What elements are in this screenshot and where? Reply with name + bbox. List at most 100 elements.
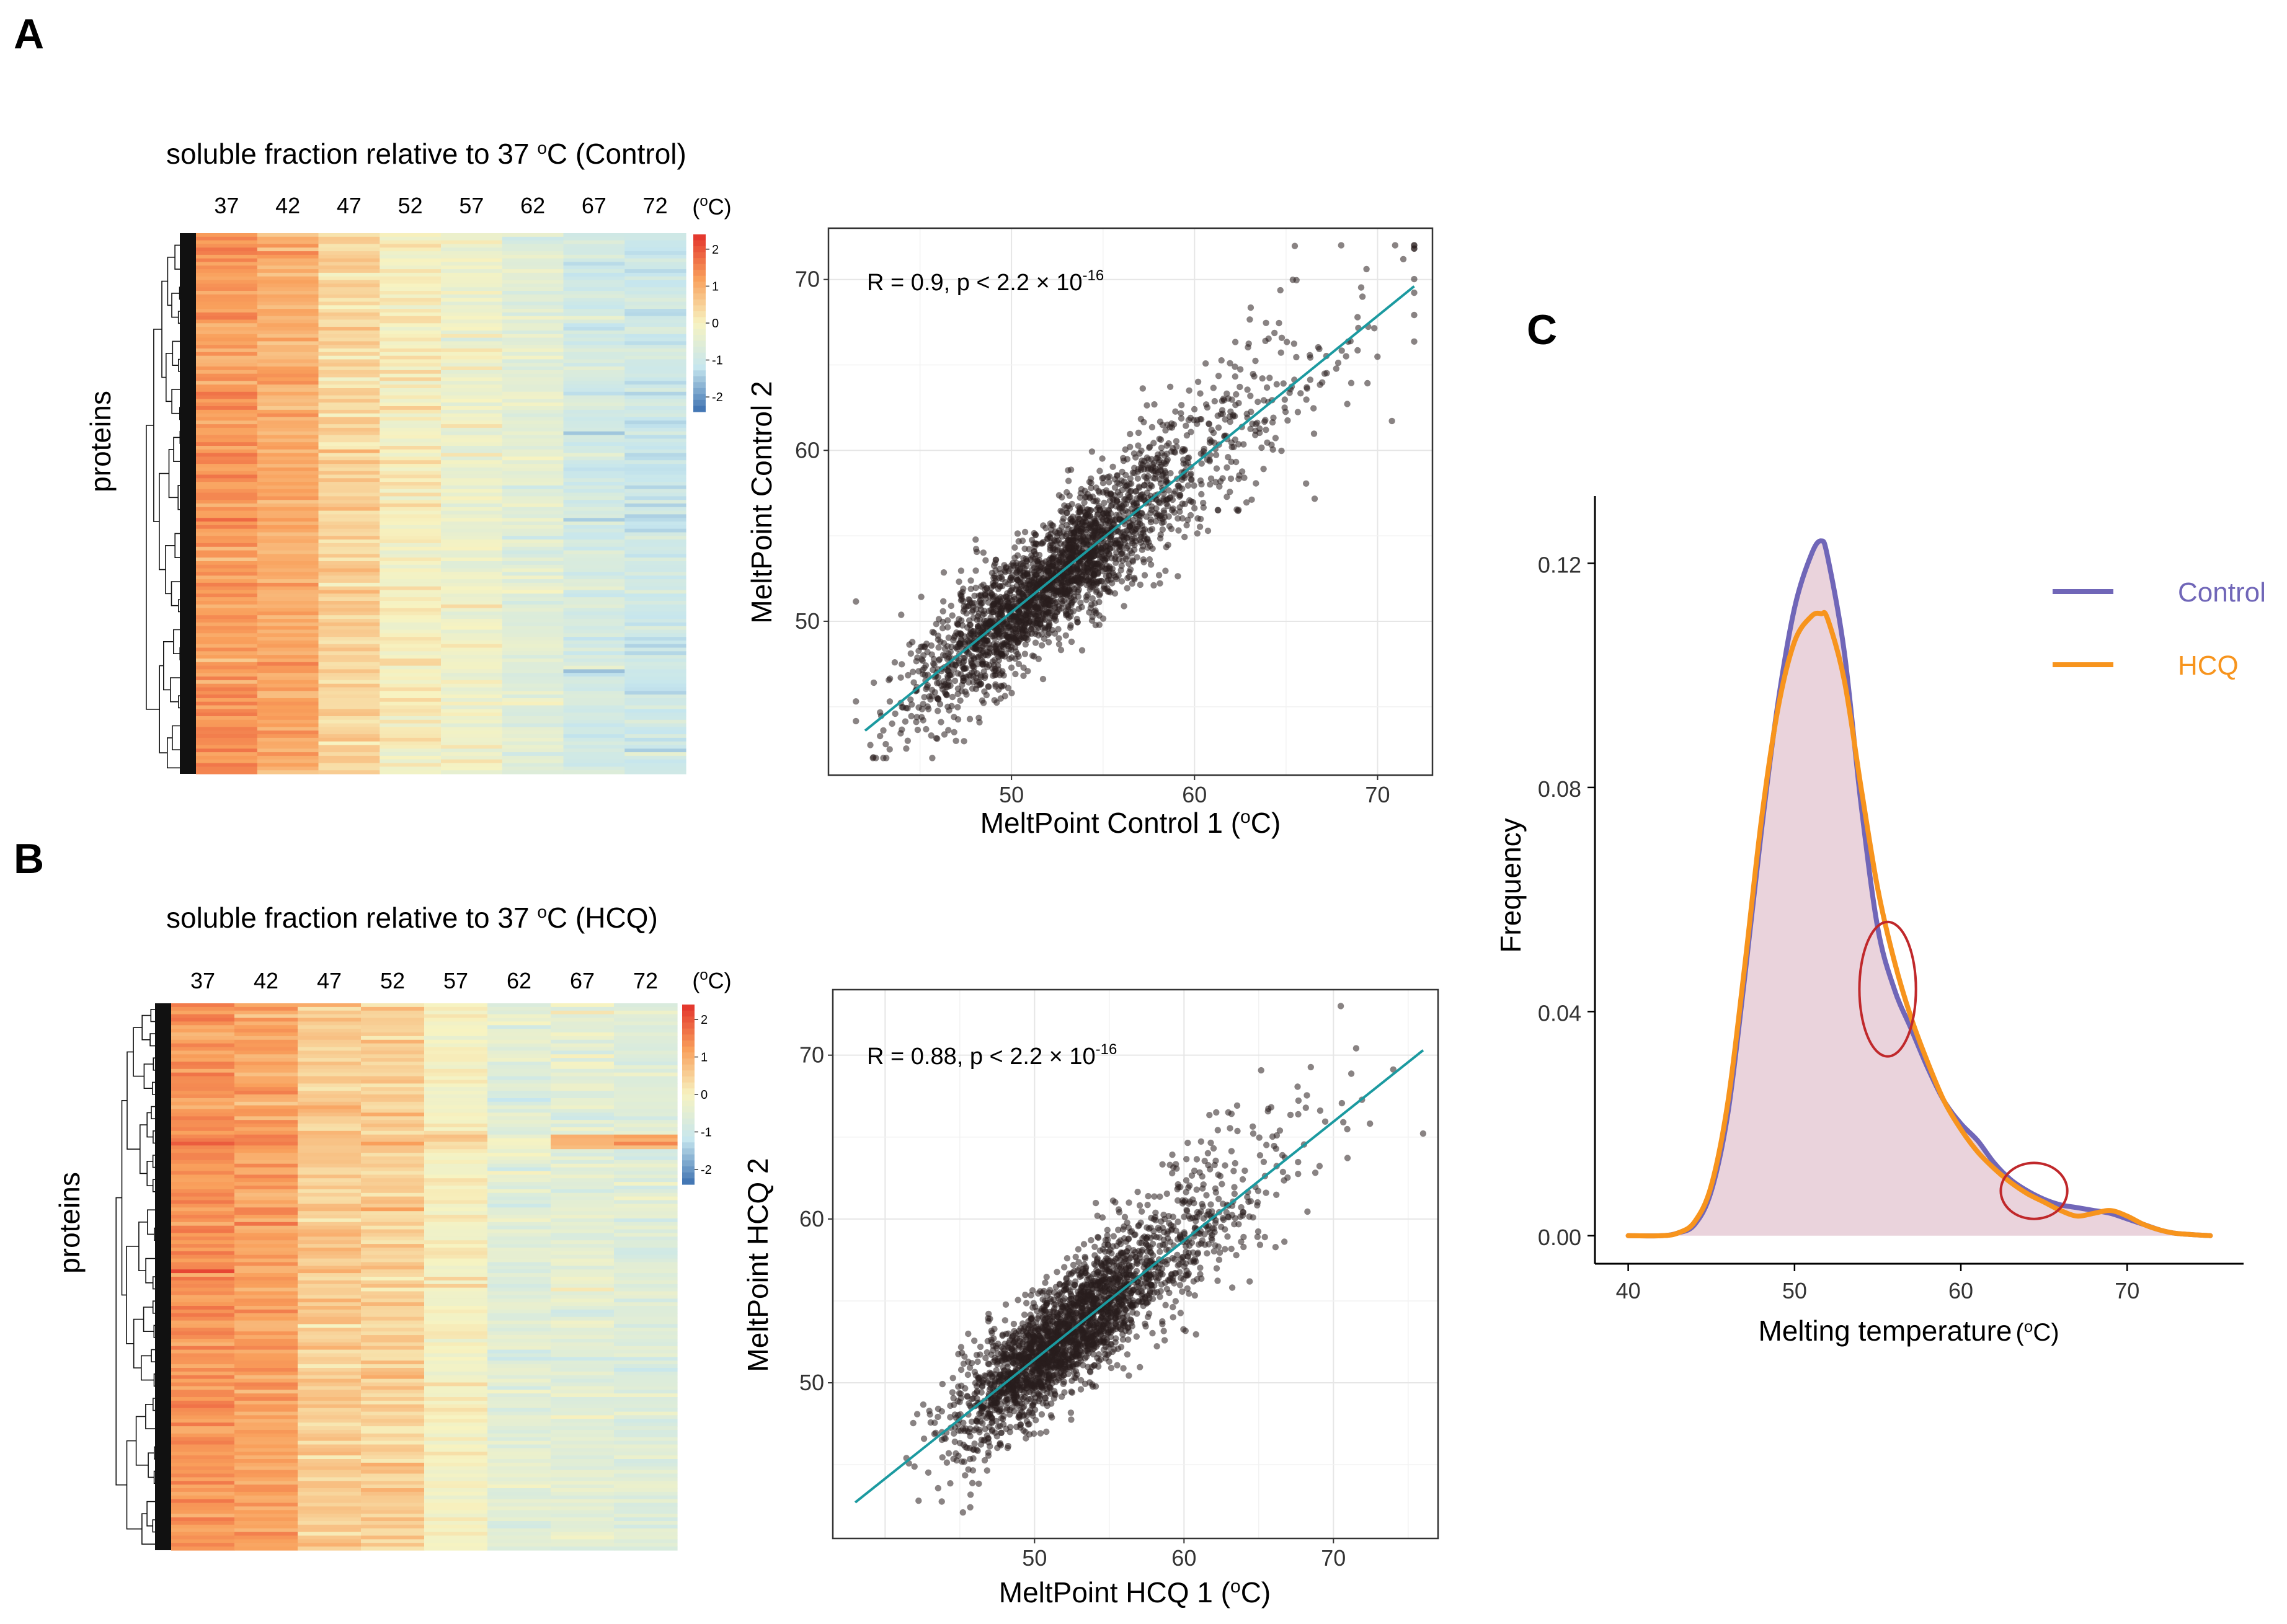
heatmap-cell [502,427,564,432]
heatmap-cell [502,677,564,681]
scatter-point [905,672,912,679]
heatmap-hcq-unit: (oC) [692,967,731,993]
heatmap-cell [551,1335,615,1339]
scatter-point [1227,475,1235,482]
heatmap-cell [318,384,380,389]
heatmap-cell [551,1062,615,1066]
heatmap-cell [171,1251,235,1256]
scatter-point [1000,682,1008,689]
heatmap-cell [298,1488,362,1493]
heatmap-cell [563,691,625,695]
scatter-point [980,549,987,556]
heatmap-cell [318,582,380,587]
heatmap-cell [487,1404,551,1409]
heatmap-cell [380,388,442,393]
heatmap-cell [196,348,258,353]
heatmap-cell [563,489,625,494]
colorbar-step [682,1058,695,1065]
heatmap-cell [614,1225,678,1230]
scatter-point [1197,515,1204,523]
heatmap-cell [614,1032,678,1037]
scatter-point [985,649,992,656]
heatmap-cell [196,254,258,259]
heatmap-cell [380,254,442,259]
heatmap-cell [614,1211,678,1215]
scatter-point [1024,557,1031,564]
heatmap-cell [234,1171,298,1175]
heatmap-cell [234,1532,298,1537]
heatmap-cell [361,1510,425,1514]
heatmap-cell [502,272,564,277]
heatmap-cell [502,355,564,360]
heatmap-cell [171,1218,235,1223]
heatmap-cell [318,291,380,295]
heatmap-cell [563,640,625,645]
scatter-point [1024,668,1031,675]
scatter-point [1284,339,1290,345]
heatmap-cell [380,597,442,601]
heatmap-cell [441,233,503,237]
scatter-point [1266,375,1273,381]
heatmap-cell [624,719,686,724]
heatmap-cell [441,712,503,717]
heatmap-cell [551,1517,615,1522]
heatmap-cell [318,543,380,548]
scatter-point [1109,463,1116,470]
heatmap-cell [196,377,258,381]
heatmap-cell [361,1218,425,1223]
heatmap-cell [563,601,625,605]
scatter-point [1131,574,1138,582]
heatmap-cell [563,677,625,681]
scatter-point [1151,401,1158,408]
scatter-point [1277,286,1284,294]
heatmap-cell [551,1218,615,1223]
dendrogram-branch [115,1197,127,1486]
heatmap-cell [441,701,503,706]
heatmap-cell [551,1050,615,1055]
scatter-point [931,662,938,668]
heatmap-cell [487,1039,551,1044]
scatter-point [873,755,879,761]
heatmap-column-label: 52 [380,968,405,993]
heatmap-cell [257,305,319,309]
heatmap-cell [380,453,442,457]
heatmap-cell [196,557,258,562]
heatmap-cell [487,1145,551,1150]
heatmap-cell [502,611,564,616]
heatmap-cell [318,453,380,457]
heatmap-cell [624,507,686,512]
heatmap-cell [551,1408,615,1413]
heatmap-cell [234,1167,298,1172]
scatter-point [1200,499,1207,507]
heatmap-cell [298,1171,362,1175]
scatter-point [1232,363,1238,370]
heatmap-cell [441,608,503,612]
heatmap-cell [614,1390,678,1394]
heatmap-cell [502,417,564,421]
heatmap-cell [171,1514,235,1518]
heatmap-cell [441,489,503,494]
scatter-point [1260,466,1267,473]
heatmap-cell [318,247,380,252]
heatmap-cell [298,1382,362,1387]
heatmap-cell [257,770,319,774]
scatter-point [1263,384,1271,391]
heatmap-cell [563,532,625,536]
heatmap-cell [298,1098,362,1103]
heatmap-cell [257,680,319,685]
heatmap-cell [380,395,442,399]
heatmap-cell [614,1076,678,1081]
heatmap-cell [318,752,380,757]
heatmap-cell [563,467,625,472]
heatmap-cell [298,1440,362,1445]
heatmap-cell [502,370,564,375]
heatmap-cell [551,1094,615,1099]
heatmap-cell [624,619,686,623]
heatmap-cell [196,337,258,342]
heatmap-cell [502,327,564,331]
heatmap-cell [257,283,319,288]
scatter-point [945,634,953,641]
heatmap-cell [257,467,319,472]
heatmap-cell [234,1298,298,1303]
scatter-point [1086,507,1094,514]
